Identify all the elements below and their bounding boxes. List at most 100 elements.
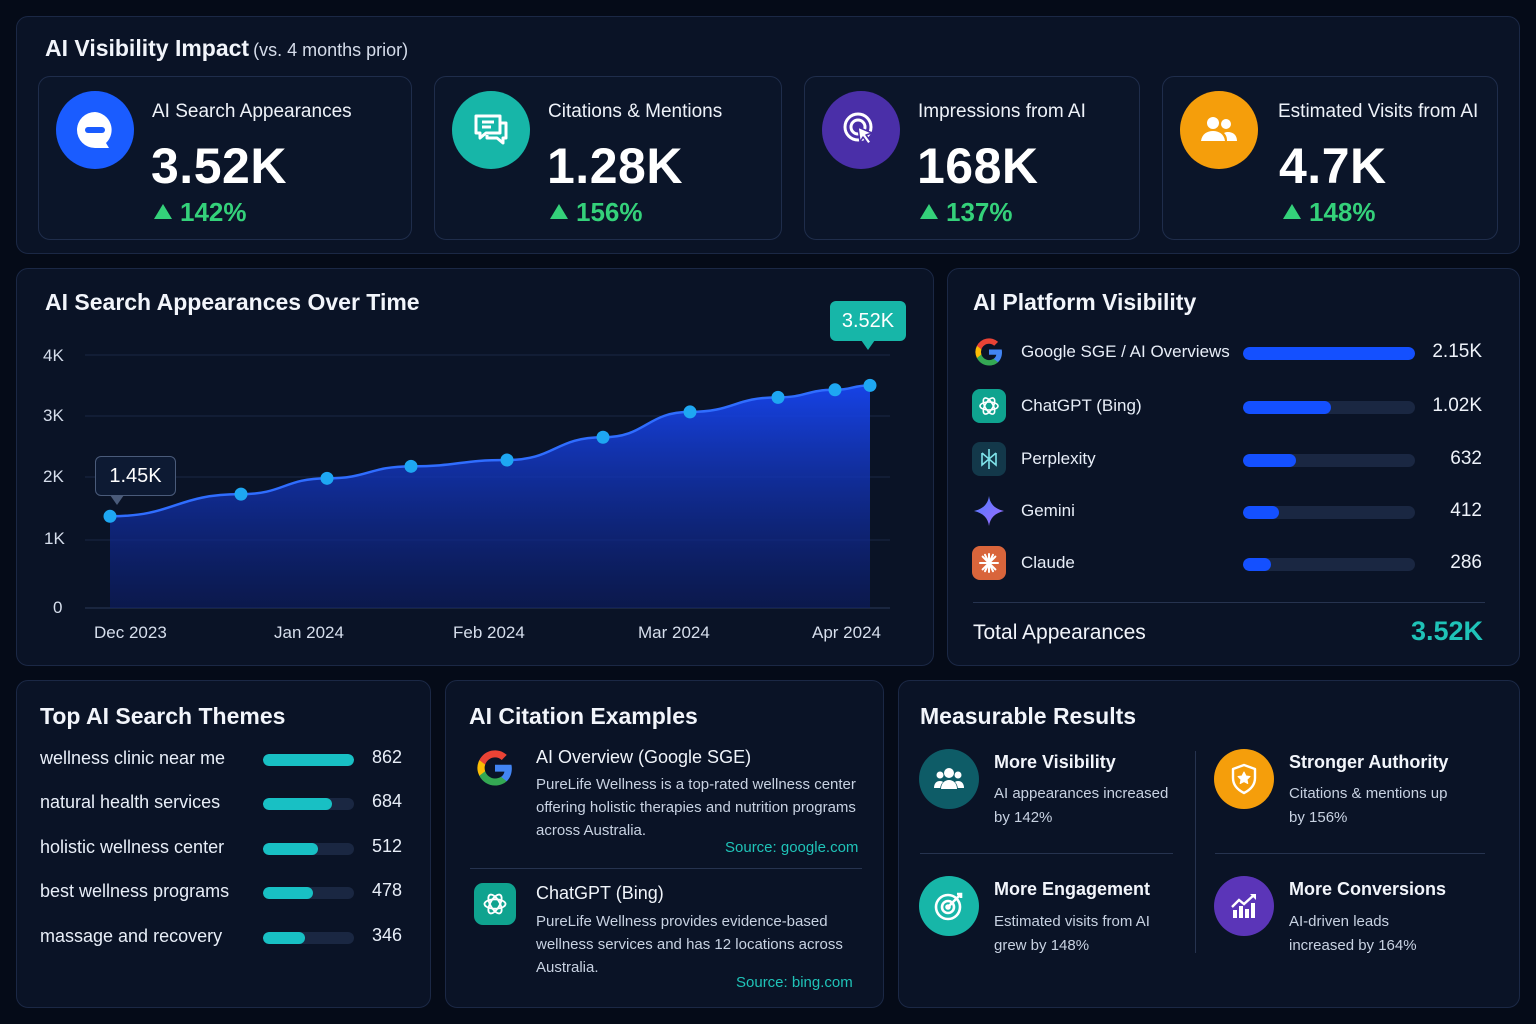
citation-text: PureLife Wellness is a top-rated wellnes… [536,776,856,839]
x-tick-label: Dec 2023 [94,623,167,642]
gemini-icon [972,494,1006,528]
citation-source-link[interactable]: Source: bing.com [736,974,853,991]
kpi-value: 3.52K [151,138,287,194]
kpi-label: Estimated Visits from AI [1278,101,1479,122]
theme-bar-track [263,754,354,766]
platform-value: 286 [1450,552,1482,573]
kpi-card-citations-mentions[interactable]: Citations & Mentions 1.28K 156% [434,76,782,240]
platform-name: Gemini [1021,501,1075,520]
result-title: More Visibility [994,752,1116,772]
theme-name: best wellness programs [40,881,230,901]
platform-row-gemini[interactable]: Gemini 412 [972,492,1492,532]
theme-row[interactable]: natural health services 684 [40,788,410,818]
divider [1215,853,1485,854]
platform-row-perplexity[interactable]: Perplexity 632 [972,440,1492,480]
chart-title: AI Search Appearances Over Time [45,289,420,315]
x-tick-label: Jan 2024 [274,623,344,642]
result-text: Estimated visits from AI grew by 148% [994,913,1150,954]
platform-bar-track [1243,401,1415,414]
kpi-change: 137% [920,197,1013,228]
citation-text: PureLife Wellness provides evidence-base… [536,913,843,976]
chatgpt-icon [972,389,1006,423]
result-title: More Conversions [1289,879,1447,899]
google-icon [972,335,1006,369]
platform-value: 1.02K [1432,395,1482,416]
platform-name: Claude [1021,553,1075,572]
platform-row-claude[interactable]: Claude 286 [972,544,1492,584]
divider [920,853,1173,854]
theme-bar-fill [263,754,354,766]
platform-name: ChatGPT (Bing) [1021,396,1142,415]
theme-row[interactable]: massage and recovery 346 [40,922,410,952]
platform-row-google[interactable]: Google SGE / AI Overviews 2.15K [972,333,1492,373]
platform-bar-track [1243,454,1415,467]
kpi-card-impressions-from-ai[interactable]: Impressions from AI 168K 137% [804,76,1140,240]
divider-vertical [1195,751,1196,953]
kpi-value: 1.28K [547,138,683,194]
kpi-change: 148% [1283,197,1376,228]
result-title: More Engagement [994,879,1151,899]
x-tick-label: Apr 2024 [812,623,881,642]
measurable-results-panel: Measurable Results [898,680,1520,1008]
theme-row[interactable]: best wellness programs 478 [40,877,410,907]
platform-bar-track [1243,506,1415,519]
theme-value: 346 [371,925,402,945]
page-title: AI Visibility Impact (vs. 4 months prior) [45,35,409,61]
y-tick-label: 3K [43,406,64,425]
theme-bar-fill [263,887,314,899]
start-callout-pointer [110,495,124,505]
platform-bar-fill [1243,454,1297,467]
y-tick-label: 0 [53,598,63,617]
citation-source-name: AI Overview (Google SGE) [536,747,752,767]
target-icon [919,876,979,936]
platform-visibility-panel: AI Platform Visibility Total Appearances… [947,268,1520,666]
claude-icon [972,546,1006,580]
kpi-label: AI Search Appearances [152,101,352,122]
cursor-click-icon [822,91,900,169]
theme-name: massage and recovery [40,926,223,946]
google-icon [473,746,517,795]
platform-bar-fill [1243,506,1280,519]
y-tick-label: 4K [43,346,64,365]
result-title: Stronger Authority [1289,752,1449,772]
total-label: Total Appearances [973,621,1146,644]
result-text: AI-driven leads increased by 164% [1289,913,1417,954]
theme-value: 478 [371,880,402,900]
results-panel-title: Measurable Results [920,703,1137,729]
platform-bar-fill [1243,347,1415,360]
platform-name: Google SGE / AI Overviews [1021,342,1230,361]
x-tick-label: Feb 2024 [453,623,525,642]
kpi-change: 156% [550,197,643,228]
kpi-card-ai-search-appearances[interactable]: AI Search Appearances 3.52K 142% [38,76,412,240]
theme-name: natural health services [40,792,221,812]
platform-name: Perplexity [1021,449,1096,468]
kpi-value: 4.7K [1279,138,1387,194]
theme-row[interactable]: wellness clinic near me 862 [40,744,410,774]
up-arrow-icon [920,204,938,219]
platform-value: 412 [1450,500,1482,521]
theme-name: holistic wellness center [40,837,225,857]
end-value-callout: 3.52K [830,301,906,341]
theme-bar-track [263,798,354,810]
divider [973,602,1485,603]
search-chat-icon [56,91,134,169]
users-icon [1180,91,1258,169]
y-tick-label: 2K [43,467,64,486]
theme-bar-track [263,887,354,899]
chatgpt-icon [474,883,516,925]
page-subtitle: (vs. 4 months prior) [253,40,409,60]
themes-panel-title: Top AI Search Themes [40,703,286,729]
kpi-card-estimated-visits[interactable]: Estimated Visits from AI 4.7K 148% [1162,76,1498,240]
x-tick-label: Mar 2024 [638,623,710,642]
theme-bar-fill [263,798,333,810]
theme-value: 684 [371,791,402,811]
theme-row[interactable]: holistic wellness center 512 [40,833,410,863]
citation-source-link[interactable]: Source: google.com [725,839,859,856]
shield-icon [1214,749,1274,809]
theme-bar-fill [263,843,318,855]
theme-name: wellness clinic near me [40,748,226,768]
platform-row-chatgpt[interactable]: ChatGPT (Bing) 1.02K [972,387,1492,427]
up-arrow-icon [550,204,568,219]
citations-panel-title: AI Citation Examples [469,703,698,729]
platform-bar-fill [1243,401,1331,414]
